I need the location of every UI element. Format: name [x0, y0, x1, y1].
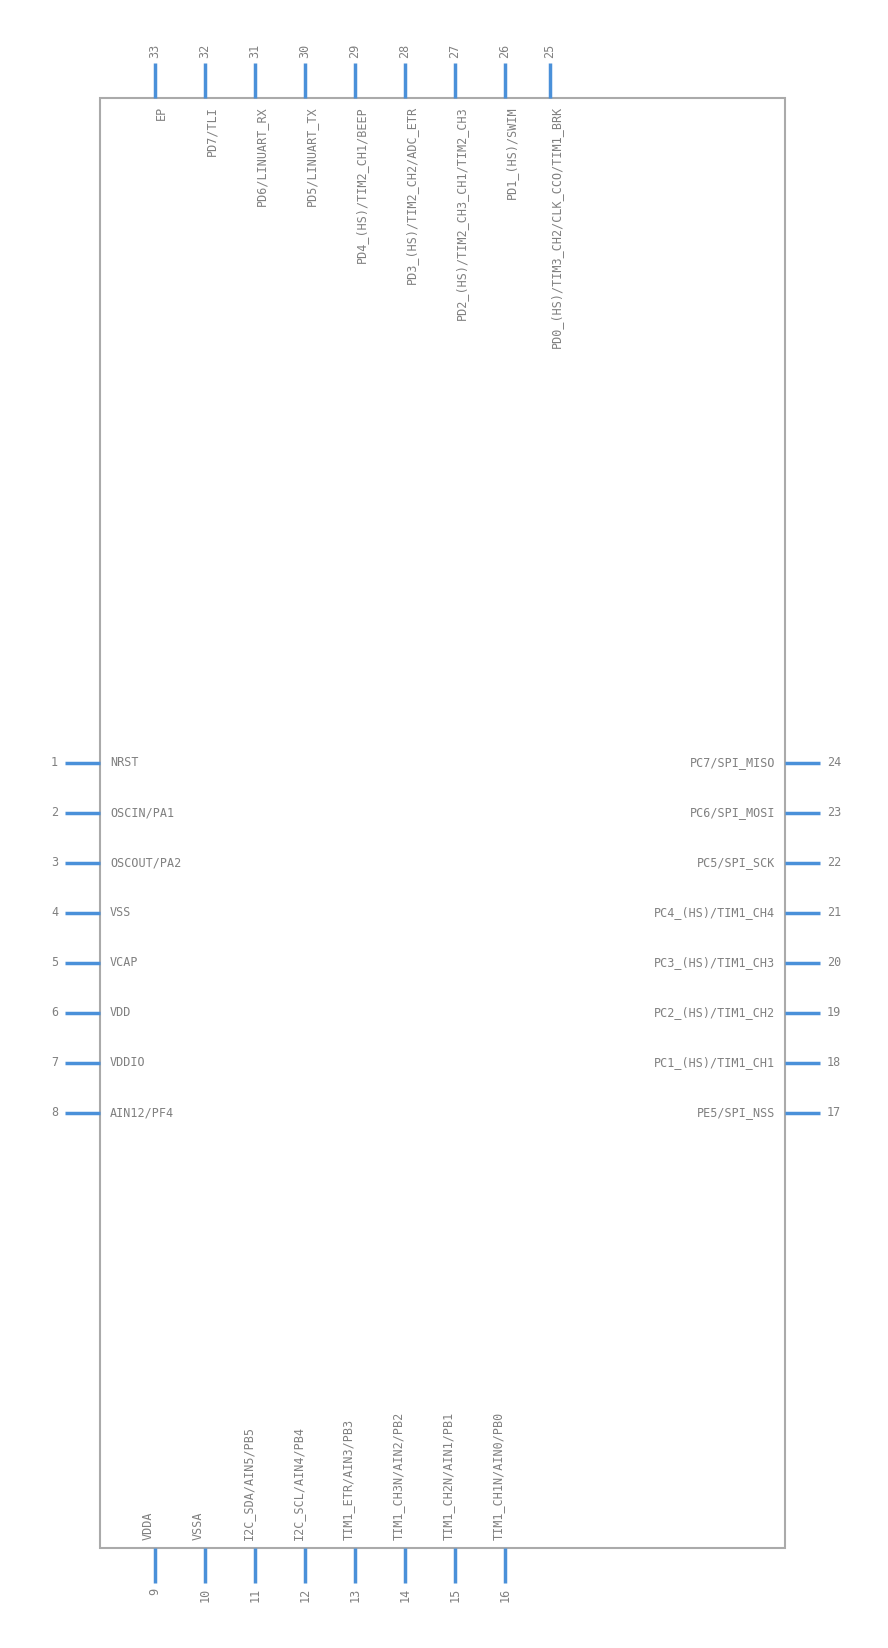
Text: TIM1_ETR/AIN3/PB3: TIM1_ETR/AIN3/PB3	[342, 1419, 355, 1539]
Text: 11: 11	[249, 1589, 261, 1602]
Text: 23: 23	[827, 806, 841, 819]
Text: PD1_(HS)/SWIM: PD1_(HS)/SWIM	[505, 105, 518, 199]
Text: 22: 22	[827, 857, 841, 870]
Text: PD4_(HS)/TIM2_CH1/BEEP: PD4_(HS)/TIM2_CH1/BEEP	[355, 105, 368, 262]
Text: 17: 17	[827, 1106, 841, 1119]
Text: PC7/SPI_MISO: PC7/SPI_MISO	[689, 756, 775, 770]
Text: OSCOUT/PA2: OSCOUT/PA2	[110, 857, 181, 870]
Text: PC3_(HS)/TIM1_CH3: PC3_(HS)/TIM1_CH3	[654, 956, 775, 969]
Text: I2C_SDA/AIN5/PB5: I2C_SDA/AIN5/PB5	[242, 1426, 255, 1539]
Text: 7: 7	[51, 1056, 58, 1070]
Text: VSS: VSS	[110, 906, 131, 920]
Text: 4: 4	[51, 906, 58, 920]
Text: PD5/LINUART_TX: PD5/LINUART_TX	[305, 105, 318, 206]
Text: 31: 31	[249, 44, 261, 58]
Text: 9: 9	[148, 1589, 162, 1595]
Text: PC4_(HS)/TIM1_CH4: PC4_(HS)/TIM1_CH4	[654, 906, 775, 920]
Text: OSCIN/PA1: OSCIN/PA1	[110, 806, 174, 819]
Text: 15: 15	[448, 1589, 462, 1602]
Text: PC1_(HS)/TIM1_CH1: PC1_(HS)/TIM1_CH1	[654, 1056, 775, 1070]
Text: 27: 27	[448, 44, 462, 58]
Text: 19: 19	[827, 1007, 841, 1020]
Text: PD2_(HS)/TIM2_CH3_CH1/TIM2_CH3: PD2_(HS)/TIM2_CH3_CH1/TIM2_CH3	[455, 105, 468, 320]
Text: 14: 14	[399, 1589, 411, 1602]
Text: 25: 25	[543, 44, 557, 58]
Text: PC6/SPI_MOSI: PC6/SPI_MOSI	[689, 806, 775, 819]
Text: 21: 21	[827, 906, 841, 920]
Text: VDD: VDD	[110, 1007, 131, 1020]
Text: PC5/SPI_SCK: PC5/SPI_SCK	[696, 857, 775, 870]
Text: 32: 32	[199, 44, 211, 58]
Text: PD0_(HS)/TIM3_CH2/CLK_CCO/TIM1_BRK: PD0_(HS)/TIM3_CH2/CLK_CCO/TIM1_BRK	[550, 105, 563, 348]
Text: 5: 5	[51, 956, 58, 969]
Text: VSSA: VSSA	[192, 1511, 205, 1539]
Text: 3: 3	[51, 857, 58, 870]
Text: 13: 13	[348, 1589, 361, 1602]
Text: 28: 28	[399, 44, 411, 58]
Text: 26: 26	[498, 44, 511, 58]
Text: TIM1_CH1N/AIN0/PB0: TIM1_CH1N/AIN0/PB0	[492, 1412, 505, 1539]
Text: PD6/LINUART_RX: PD6/LINUART_RX	[255, 105, 268, 206]
Text: TIM1_CH3N/AIN2/PB2: TIM1_CH3N/AIN2/PB2	[392, 1412, 405, 1539]
Text: NRST: NRST	[110, 756, 139, 770]
Text: 18: 18	[827, 1056, 841, 1070]
Text: 1: 1	[51, 756, 58, 770]
Text: 16: 16	[498, 1589, 511, 1602]
Text: VDDIO: VDDIO	[110, 1056, 146, 1070]
Text: PD3_(HS)/TIM2_CH2/ADC_ETR: PD3_(HS)/TIM2_CH2/ADC_ETR	[405, 105, 418, 283]
Text: PD7/TLI: PD7/TLI	[205, 105, 218, 157]
Text: VDDA: VDDA	[142, 1511, 155, 1539]
Text: PC2_(HS)/TIM1_CH2: PC2_(HS)/TIM1_CH2	[654, 1007, 775, 1020]
Text: 33: 33	[148, 44, 162, 58]
Bar	[100, 97, 785, 1547]
Text: 30: 30	[298, 44, 312, 58]
Text: 24: 24	[827, 756, 841, 770]
Text: I2C_SCL/AIN4/PB4: I2C_SCL/AIN4/PB4	[292, 1426, 305, 1539]
Text: 2: 2	[51, 806, 58, 819]
Text: 6: 6	[51, 1007, 58, 1020]
Text: 8: 8	[51, 1106, 58, 1119]
Text: 12: 12	[298, 1589, 312, 1602]
Text: 10: 10	[199, 1589, 211, 1602]
Text: AIN12/PF4: AIN12/PF4	[110, 1106, 174, 1119]
Text: VCAP: VCAP	[110, 956, 139, 969]
Text: 29: 29	[348, 44, 361, 58]
Text: EP: EP	[155, 105, 168, 120]
Text: PE5/SPI_NSS: PE5/SPI_NSS	[696, 1106, 775, 1119]
Text: TIM1_CH2N/AIN1/PB1: TIM1_CH2N/AIN1/PB1	[442, 1412, 455, 1539]
Text: 20: 20	[827, 956, 841, 969]
